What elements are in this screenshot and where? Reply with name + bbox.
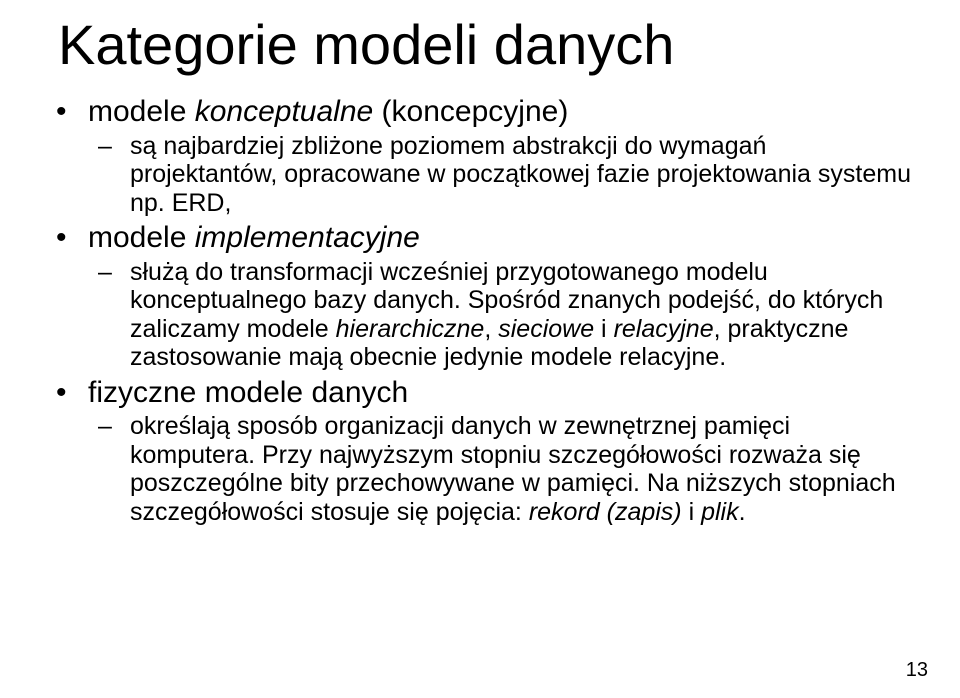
- bullet-konceptualne: modele konceptualne (koncepcyjne) są naj…: [48, 95, 912, 217]
- bullet-text: modele: [88, 221, 195, 254]
- sub-text: określają sposób organizacji danych w ze…: [130, 412, 896, 526]
- bullet-implementacyjne: modele implementacyjne służą do transfor…: [48, 221, 912, 372]
- sub-bullet: są najbardziej zbliżone poziomem abstrak…: [88, 132, 912, 218]
- bullet-text: fizyczne: [88, 376, 205, 409]
- bullet-text: modele: [88, 95, 195, 128]
- sub-em: hierarchiczne: [336, 315, 485, 343]
- sublist: są najbardziej zbliżone poziomem abstrak…: [88, 132, 912, 218]
- sub-bullet: określają sposób organizacji danych w ze…: [88, 412, 912, 526]
- sub-bullet: służą do transformacji wcześniej przygot…: [88, 258, 912, 372]
- sub-em: sieciowe: [498, 315, 594, 343]
- bullet-em: implementacyjne: [195, 221, 420, 254]
- sublist: określają sposób organizacji danych w ze…: [88, 412, 912, 526]
- sublist: służą do transformacji wcześniej przygot…: [88, 258, 912, 372]
- sub-text: ,: [484, 315, 498, 343]
- sub-text: i: [682, 498, 701, 526]
- sub-text: .: [739, 498, 746, 526]
- sub-em: relacyjne: [614, 315, 714, 343]
- bullet-em: konceptualne: [195, 95, 373, 128]
- sub-em: plik: [701, 498, 739, 526]
- sub-text: i: [594, 315, 613, 343]
- slide-title: Kategorie modeli danych: [58, 12, 912, 77]
- slide: Kategorie modeli danych modele konceptua…: [0, 0, 960, 698]
- bullet-list: modele konceptualne (koncepcyjne) są naj…: [48, 95, 912, 526]
- bullet-text: (koncepcyjne): [373, 95, 568, 128]
- sub-em: rekord (zapis): [529, 498, 682, 526]
- page-number: 13: [906, 659, 928, 682]
- bullet-fizyczne: fizyczne modele danych określają sposób …: [48, 376, 912, 527]
- bullet-text: modele danych: [205, 376, 408, 409]
